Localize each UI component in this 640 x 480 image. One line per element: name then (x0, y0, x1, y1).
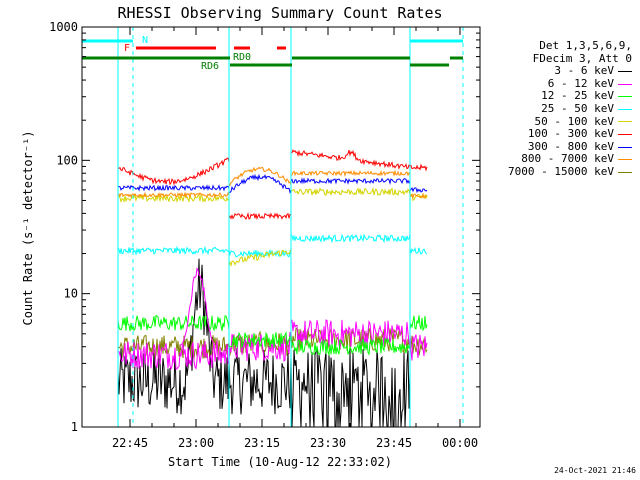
series-100-300-kev (117, 149, 428, 221)
legend-label: 50 - 100 keV (534, 114, 614, 128)
series-line (117, 166, 428, 200)
x-tick-label: 22:45 (112, 436, 148, 450)
legend-label: 100 - 300 keV (527, 127, 614, 141)
legend-swatch (618, 133, 632, 135)
y-axis-label: Count Rate (s⁻¹ detector⁻¹) (21, 130, 35, 325)
series-line (117, 173, 428, 194)
x-tick-label: 23:15 (244, 436, 280, 450)
legend-swatch (618, 108, 632, 110)
legend-entry: 6 - 12 keV (482, 76, 632, 91)
y-tick-label: 100 (56, 153, 78, 167)
series-6-12-kev (117, 319, 428, 371)
flag-label: RD0 (233, 52, 251, 63)
legend-entry: 300 - 800 keV (482, 139, 632, 154)
series-bump (179, 267, 216, 347)
legend-label: 12 - 25 keV (541, 89, 614, 103)
legend-label: 3 - 6 keV (554, 64, 614, 78)
legend-header-1: Det 1,3,5,6,9, (539, 39, 632, 52)
series-12-25-kev (117, 314, 428, 357)
x-tick-label: 00:00 (442, 436, 478, 450)
legend-swatch (618, 171, 632, 173)
series-line (117, 258, 411, 428)
series-layer (117, 149, 428, 428)
flag-label: F (124, 43, 130, 54)
legend-header-2: FDecim 3, Att 0 (532, 51, 632, 65)
legend-swatch (618, 159, 632, 161)
legend-label: 25 - 50 keV (541, 101, 614, 115)
plot-frame (81, 26, 481, 428)
legend-entry: 12 - 25 keV (482, 90, 632, 103)
x-tick-label: 23:45 (376, 436, 412, 450)
y-tick-label: 10 (64, 287, 78, 301)
legend-entry: 3 - 6 keV (482, 65, 632, 78)
legend-label: 7000 - 15000 keV (508, 164, 614, 178)
series-800-7000-kev (117, 166, 428, 200)
series-line (117, 314, 428, 357)
x-tick-label: 23:30 (310, 436, 346, 450)
legend: Det 1,3,5,6,9, FDecim 3, Att 0 3 - 6 keV… (482, 39, 632, 179)
series-line (117, 319, 428, 371)
legend-swatch (618, 96, 632, 98)
legend-entry: 50 - 100 keV (482, 114, 632, 129)
series-line (117, 149, 428, 221)
legend-entry: 25 - 50 keV (482, 101, 632, 116)
legend-swatch (618, 121, 632, 123)
legend-label: 6 - 12 keV (547, 76, 614, 90)
annotation-layer: N F RD0 RD6 (82, 27, 464, 427)
series-300-800-kev (117, 173, 428, 194)
series-3-6-kev (117, 258, 411, 428)
series-line (117, 187, 428, 268)
legend-label: 300 - 800 keV (527, 139, 614, 153)
x-tick-label: 23:00 (178, 436, 214, 450)
x-axis-label: Start Time (10-Aug-12 22:33:02) (168, 455, 392, 469)
flag-label: RD6 (201, 61, 219, 72)
tick-layer: 1 10 100 1000 22:45 23:00 23:15 23:30 23:45 00:00 (49, 20, 480, 450)
legend-entry: 800 - 7000 keV (482, 153, 632, 166)
legend-swatch (618, 83, 632, 85)
y-tick-label: 1 (71, 420, 78, 434)
legend-entry: 7000 - 15000 keV (482, 164, 632, 179)
y-tick-label: 1000 (49, 20, 78, 34)
legend-entry: 100 - 300 keV (482, 128, 632, 141)
flag-label: N (142, 35, 148, 46)
timestamp: 24-Oct-2021 21:46 (554, 466, 636, 475)
legend-label: 800 - 7000 keV (521, 152, 614, 166)
series-50-100-kev (117, 187, 428, 268)
legend-swatch (618, 146, 632, 148)
chart-title: RHESSI Observing Summary Count Rates (117, 4, 442, 22)
legend-swatch (618, 70, 632, 72)
